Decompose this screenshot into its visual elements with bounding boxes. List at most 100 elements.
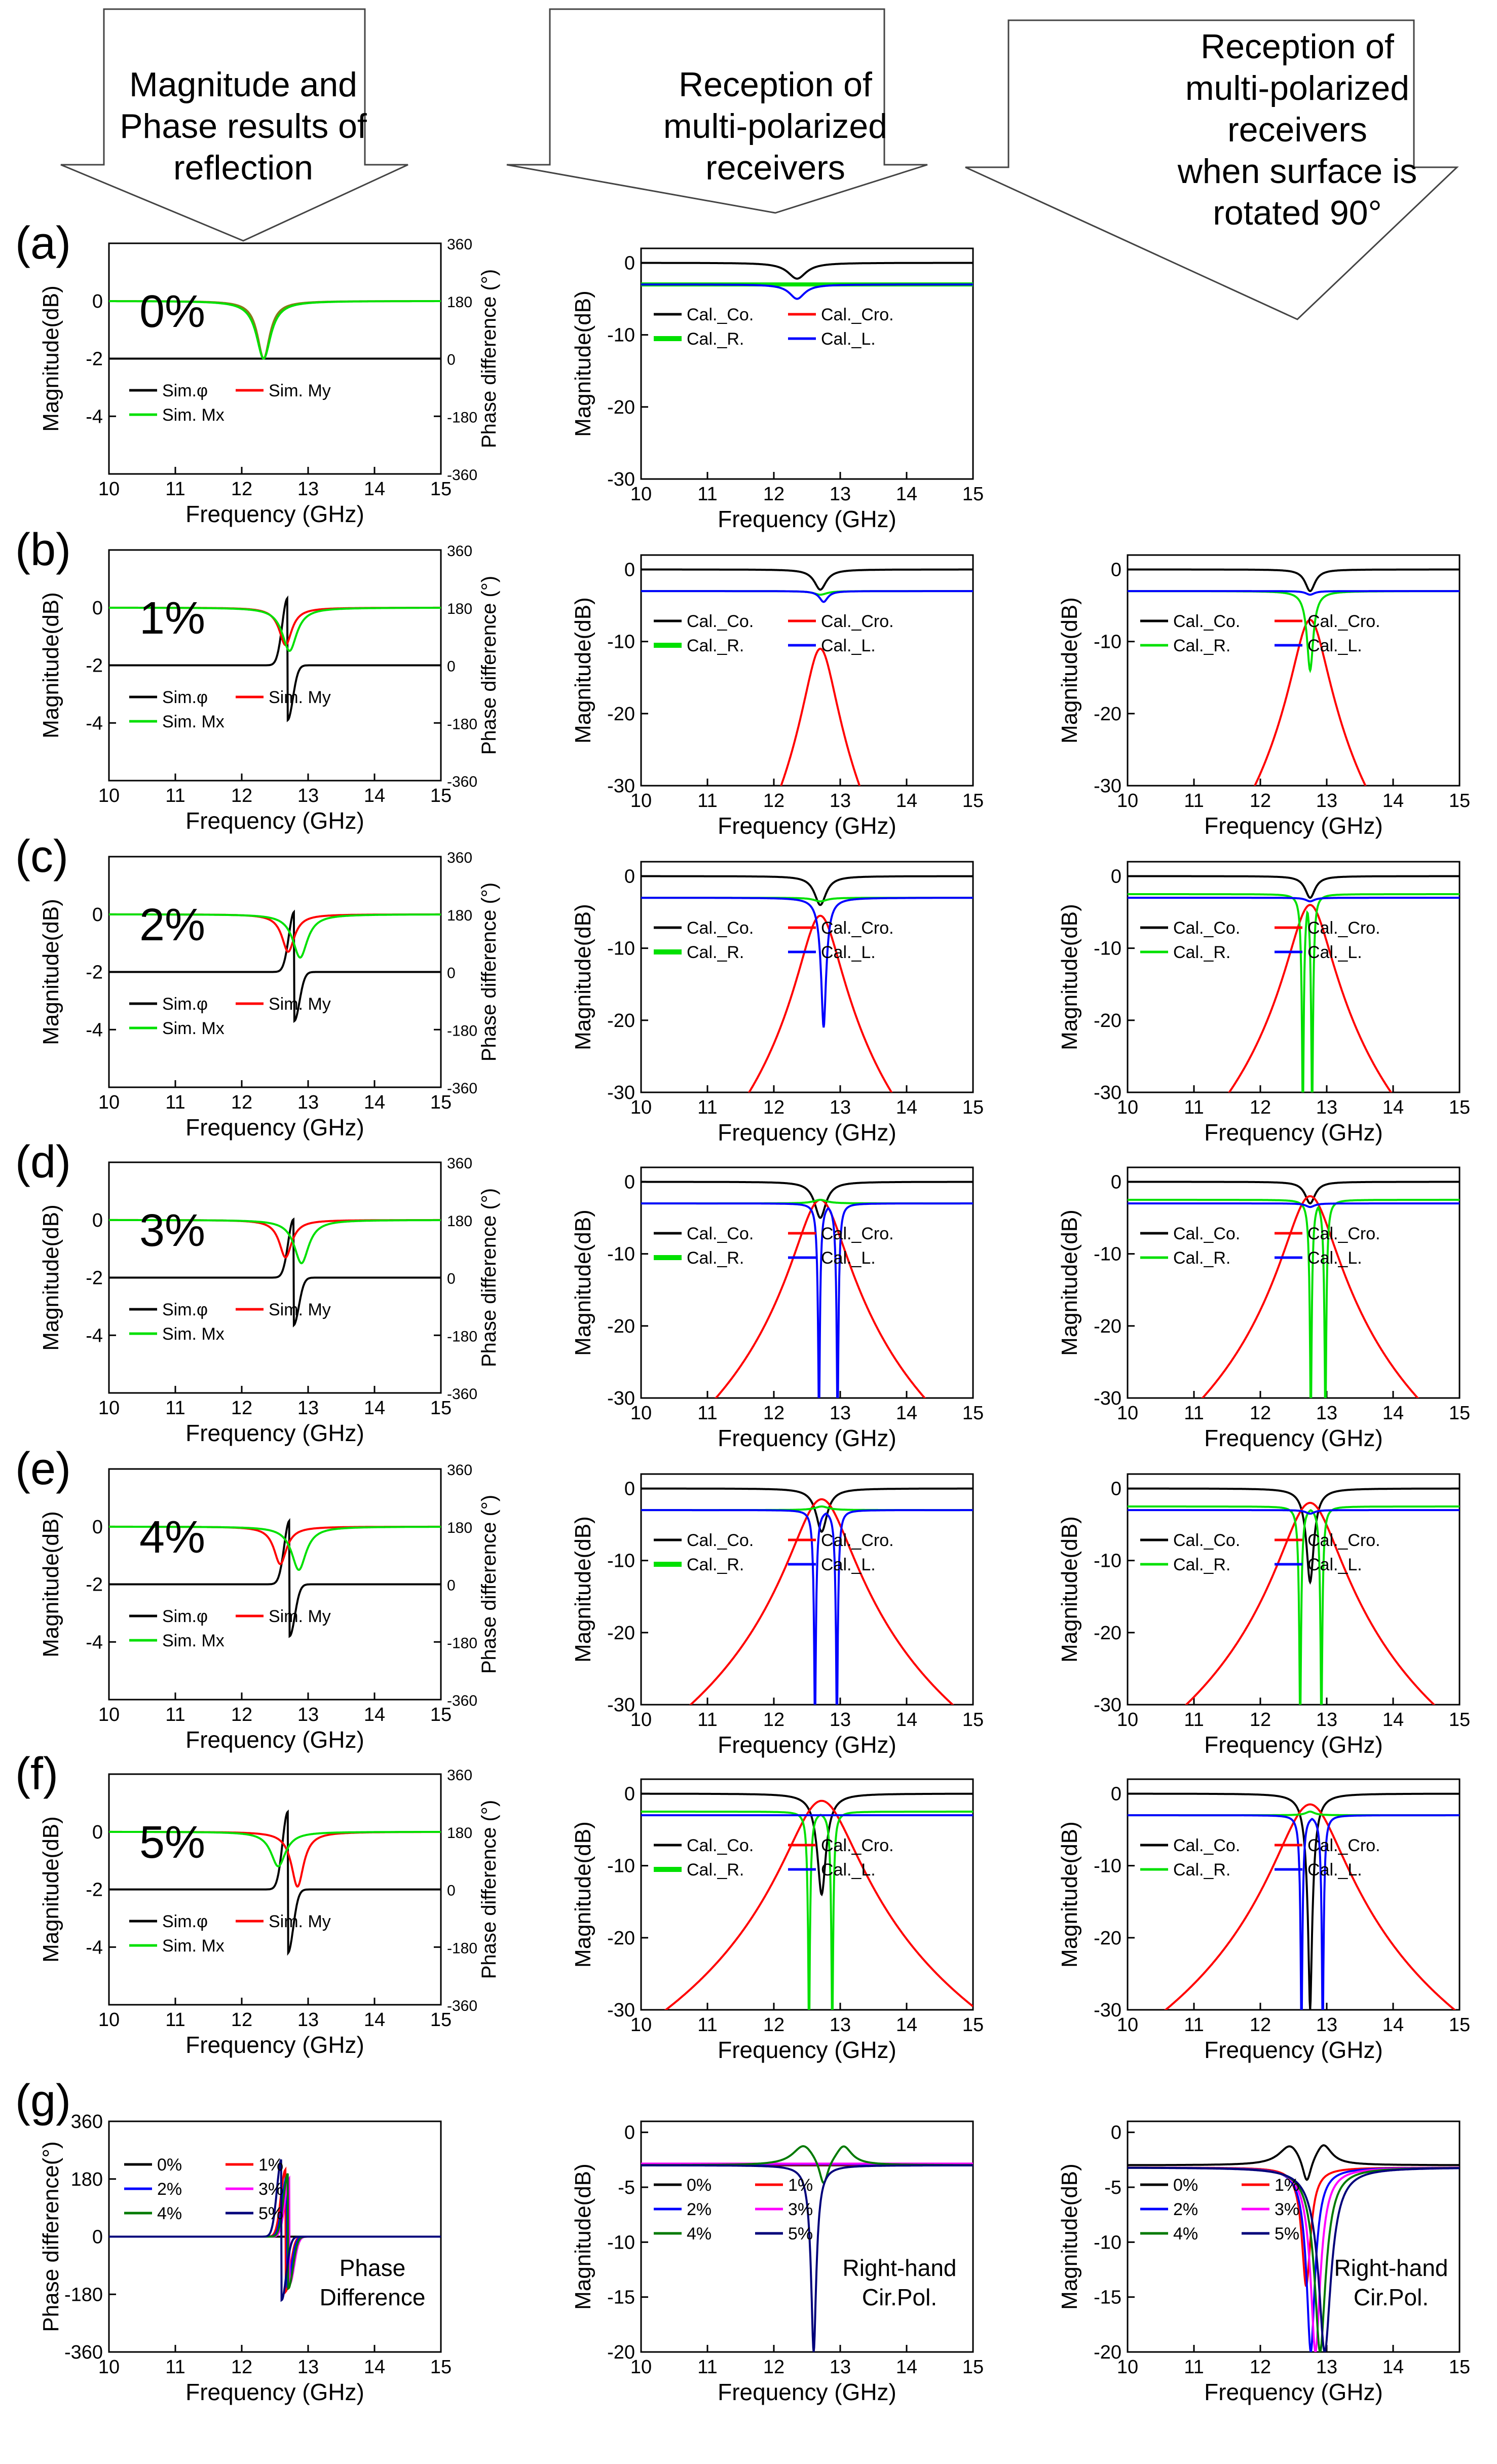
x-tick-label: 14 <box>896 790 917 812</box>
co-curve <box>1128 1487 1459 1585</box>
legend-entry: Sim. My <box>269 688 331 707</box>
co-curve <box>1128 875 1459 899</box>
x-axis-label: Frequency (GHz) <box>185 1726 364 1753</box>
legend-entry: 4% <box>687 2224 712 2244</box>
panel-label: (b) <box>15 525 71 575</box>
x-axis-label: Frequency (GHz) <box>718 1425 896 1451</box>
legend-entry: Sim. Mx <box>162 1936 224 1956</box>
y-tick-label: -30 <box>607 469 635 490</box>
y-axis-label: Magnitude(dB) <box>39 1204 63 1351</box>
y2-tick-label: 180 <box>447 601 472 617</box>
plot-frame <box>640 1166 974 1399</box>
y2-tick-label: 0 <box>447 352 456 369</box>
legend-entry: Cal._R. <box>1173 943 1230 962</box>
x-tick-label: 12 <box>763 1403 784 1424</box>
y2-tick-label: -360 <box>447 1080 477 1097</box>
legend-entry: 2% <box>157 2180 182 2199</box>
legend-entry: Cal._L. <box>821 329 876 349</box>
legend-entry: Cal._L. <box>821 943 876 962</box>
co-curve <box>641 875 973 906</box>
header-arrow <box>965 19 1459 320</box>
plot-frame <box>640 554 974 787</box>
rhcp-plot: 10 11 12 13 14 15 -20 -15 -10 -5 0 Frequency (GHz) M… <box>571 2120 984 2405</box>
x-axis-label: Frequency (GHz) <box>718 2379 896 2405</box>
x-tick-label: 15 <box>430 2009 452 2031</box>
legend-entry: Sim.φ <box>162 1300 208 1319</box>
phase-curve <box>109 909 441 1023</box>
x-tick-label: 13 <box>297 2009 319 2031</box>
legend-entry: Sim. My <box>269 1912 331 1931</box>
legend-entry: Cal._Co. <box>687 1531 754 1550</box>
co-curve <box>641 1487 973 1533</box>
y-tick-label: -4 <box>86 1325 103 1346</box>
y2-tick-label: -180 <box>447 409 477 426</box>
reflection-plot: 10 11 12 13 14 15 -4 -2 0 -360 -180 0 180 360 Phase di… <box>39 1767 500 2058</box>
y2-tick-label: 360 <box>447 236 472 253</box>
y-tick-label: -10 <box>607 632 635 653</box>
y-tick-label: 0 <box>624 252 635 274</box>
y2-tick-label: 0 <box>447 658 456 675</box>
x-tick-label: 13 <box>297 1092 319 1113</box>
y2-tick-label: 0 <box>447 1883 456 1899</box>
legend-entry: Sim. My <box>269 1300 331 1319</box>
legend-entry: Sim. Mx <box>162 712 224 731</box>
x-tick-label: 12 <box>1250 1709 1271 1731</box>
y2-axis-label: Phase difference (°) <box>478 269 500 448</box>
phase-curve <box>109 1809 441 1956</box>
y-tick-label: 0 <box>1111 866 1121 887</box>
y-tick-label: -20 <box>1094 1010 1121 1032</box>
legend-entry: Sim. My <box>269 1607 331 1626</box>
y-tick-label: -10 <box>1094 938 1121 960</box>
x-tick-label: 12 <box>231 1092 252 1113</box>
y-tick-label: -30 <box>607 1082 635 1104</box>
y-axis-label: Magnitude(dB) <box>571 2163 595 2310</box>
x-tick-label: 12 <box>763 2014 784 2036</box>
y-tick-label: -10 <box>607 2232 635 2253</box>
y-tick-label: 360 <box>71 2111 103 2132</box>
y-tick-label: -20 <box>607 1316 635 1337</box>
x-tick-label: 15 <box>430 1398 452 1419</box>
x-tick-label: 14 <box>896 1097 917 1118</box>
co-curve <box>641 568 973 591</box>
x-tick-label: 11 <box>165 785 185 806</box>
legend-entry: Sim.φ <box>162 1607 208 1626</box>
x-tick-label: 11 <box>697 1097 717 1118</box>
legend-entry: Cal._R. <box>1173 1860 1230 1880</box>
phase-curve <box>109 1518 441 1638</box>
percent-label: 3% <box>139 1205 205 1256</box>
y-tick-label: -2 <box>86 1268 103 1289</box>
legend-entry: Cal._Co. <box>1173 612 1240 631</box>
x-tick-label: 10 <box>630 790 652 812</box>
y-tick-label: -4 <box>86 1632 103 1653</box>
co-curve <box>641 1792 973 1897</box>
y-tick-label: -30 <box>1094 1388 1121 1409</box>
legend-entry: Cal._Cro. <box>821 1224 894 1243</box>
x-tick-label: 15 <box>1449 790 1470 812</box>
y-tick-label: -4 <box>86 1937 103 1958</box>
cro-curve <box>1201 1195 1419 1398</box>
x-tick-label: 10 <box>630 1709 652 1731</box>
legend-entry: 4% <box>157 2204 182 2223</box>
header-arrow <box>60 8 408 242</box>
y-axis-label: Magnitude(dB) <box>571 290 595 437</box>
y-tick-label: -4 <box>86 1019 103 1041</box>
header-text: when surface is <box>1177 152 1417 191</box>
cro-curve <box>747 914 893 1092</box>
x-axis-label: Frequency (GHz) <box>718 1732 896 1758</box>
y2-tick-label: -360 <box>447 1693 477 1709</box>
rhcp-rot-series-5% <box>1128 2166 1459 2352</box>
x-axis-label: Frequency (GHz) <box>718 506 896 532</box>
x-tick-label: 15 <box>962 2014 984 2036</box>
co-curve <box>1128 568 1459 593</box>
x-tick-label: 12 <box>1250 1403 1271 1424</box>
reflection-plot: 10 11 12 13 14 15 -4 -2 0 -360 -180 0 180 360 Phase di… <box>39 1462 500 1753</box>
x-tick-label: 11 <box>165 1398 185 1419</box>
legend-entry: Cal._Cro. <box>1307 918 1380 938</box>
x-tick-label: 15 <box>430 785 452 806</box>
x-tick-label: 11 <box>1184 790 1204 812</box>
x-tick-label: 11 <box>697 1709 717 1731</box>
x-tick-label: 10 <box>98 2357 120 2378</box>
y-tick-label: -20 <box>607 2342 635 2363</box>
x-tick-label: 14 <box>896 2357 917 2378</box>
panel-label: (d) <box>15 1137 71 1188</box>
